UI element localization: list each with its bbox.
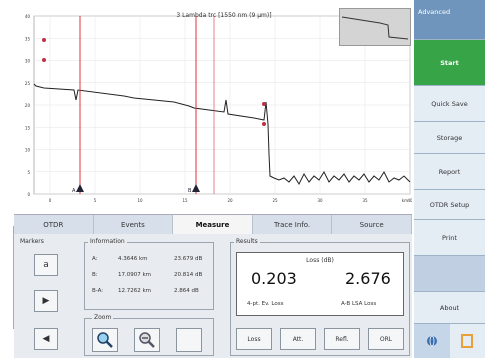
info-ba-dist: 12.7262 km <box>118 288 152 294</box>
globe-button[interactable] <box>414 324 450 358</box>
zoom-blank-button[interactable] <box>176 328 202 352</box>
info-b-label: B: <box>92 272 98 278</box>
info-a-dist: 4.3646 km <box>118 256 148 262</box>
tab-events[interactable]: Events <box>93 215 174 235</box>
otdr-setup-button[interactable]: OTDR Setup <box>414 190 485 220</box>
x-unit-label: km <box>402 198 408 203</box>
start-button[interactable]: Start <box>414 40 485 86</box>
marker-b-triangle <box>192 184 200 192</box>
results-header: Loss (dB) <box>306 257 334 264</box>
marker-letter: A <box>72 188 76 194</box>
tab-source[interactable]: Source <box>332 215 412 235</box>
info-a-label: A: <box>92 256 98 262</box>
info-ba-label: B-A: <box>92 288 104 294</box>
event-dot <box>262 122 266 126</box>
result-value-left: 0.203 <box>251 269 297 288</box>
results-frame <box>230 242 410 356</box>
report-button[interactable]: Report <box>414 154 485 190</box>
information-title: Information <box>88 238 127 245</box>
zoom-in-icon <box>97 332 113 348</box>
storage-button[interactable]: Storage <box>414 122 485 154</box>
event-dot <box>42 38 46 42</box>
menu-blank-slot <box>414 256 485 292</box>
orl-button[interactable]: ORL <box>368 328 404 350</box>
event-dot <box>262 102 266 106</box>
y-tick-label: 20 <box>25 103 31 108</box>
side-menu: Advanced Start Quick Save Storage Report… <box>414 0 485 358</box>
trace-overview-thumbnail[interactable] <box>339 8 411 46</box>
y-tick-label: 40 <box>25 14 31 19</box>
x-tick-label: 0 <box>49 198 52 203</box>
tab-measure[interactable]: Measure <box>173 215 253 235</box>
x-tick-label: 35 <box>362 198 368 203</box>
y-tick-label: 25 <box>25 81 31 86</box>
trace-line <box>33 83 411 186</box>
marker-letter: B <box>188 188 192 194</box>
x-tick-label: 30 <box>317 198 323 203</box>
y-tick-label: 35 <box>25 36 31 41</box>
results-display: Loss (dB) 0.203 2.676 4-pt. Ev. Loss A-B… <box>236 252 404 316</box>
info-b-val: 20.814 dB <box>174 272 203 278</box>
loss-button[interactable]: Loss <box>236 328 272 350</box>
info-ba-val: 2.864 dB <box>174 288 199 294</box>
about-button[interactable]: About <box>414 292 485 324</box>
x-tick-label: 10 <box>137 198 143 203</box>
zoom-title: Zoom <box>92 314 114 321</box>
left-accent <box>0 226 15 329</box>
measure-panel: Markers a ▶ ◀ Information A: 4.3646 km 2… <box>14 234 412 358</box>
event-dot <box>42 58 46 62</box>
att-button[interactable]: Att. <box>280 328 316 350</box>
quick-save-button[interactable]: Quick Save <box>414 86 485 122</box>
y-tick-label: 0 <box>27 192 30 197</box>
marker-a-button[interactable]: a <box>34 254 58 276</box>
zoom-out-button[interactable] <box>134 328 160 352</box>
menu-footer <box>414 324 485 358</box>
x-tick-label: 20 <box>227 198 233 203</box>
result-label-right: A-B LSA Loss <box>341 301 377 307</box>
info-a-val: 23.679 dB <box>174 256 203 262</box>
print-button[interactable]: Print <box>414 220 485 256</box>
zoom-in-button[interactable] <box>92 328 118 352</box>
x-tick-label: 25 <box>272 198 278 203</box>
menu-header-advanced[interactable]: Advanced <box>414 0 485 40</box>
marker-prev-button[interactable]: ◀ <box>34 328 58 350</box>
x-tick-label: 5 <box>94 198 97 203</box>
thumbnail-trace <box>341 16 409 40</box>
zoom-frame <box>84 318 214 356</box>
chart-title: 3 Lambda trc [1550 nm (9 µm)] <box>176 12 272 19</box>
marker-a-triangle <box>76 184 84 192</box>
result-label-left: 4-pt. Ev. Loss <box>247 301 284 307</box>
globe-icon <box>426 335 437 347</box>
zoom-out-icon <box>139 332 155 348</box>
trace-chart[interactable]: 40 35 30 25 20 15 10 5 0 0 5 10 15 20 25 30 35 40 km A B 3 … <box>14 4 412 210</box>
y-tick-label: 15 <box>25 125 31 130</box>
markers-title: Markers <box>20 238 44 245</box>
refl-button[interactable]: Refl. <box>324 328 360 350</box>
marker-next-button[interactable]: ▶ <box>34 290 58 312</box>
tab-trace-info[interactable]: Trace Info. <box>252 215 333 235</box>
y-tick-label: 30 <box>25 59 31 64</box>
info-b-dist: 17.0907 km <box>118 272 152 278</box>
y-tick-label: 10 <box>25 148 31 153</box>
x-tick-label: 40 <box>407 198 412 203</box>
tab-bar: OTDR Events Measure Trace Info. Source <box>14 214 412 235</box>
tab-otdr[interactable]: OTDR <box>14 215 94 235</box>
square-icon <box>461 334 474 348</box>
x-tick-label: 15 <box>182 198 188 203</box>
orange-square-button[interactable] <box>449 324 485 358</box>
result-value-right: 2.676 <box>345 269 391 288</box>
y-tick-label: 5 <box>27 170 30 175</box>
results-title: Results <box>234 238 260 245</box>
information-frame <box>84 242 214 310</box>
